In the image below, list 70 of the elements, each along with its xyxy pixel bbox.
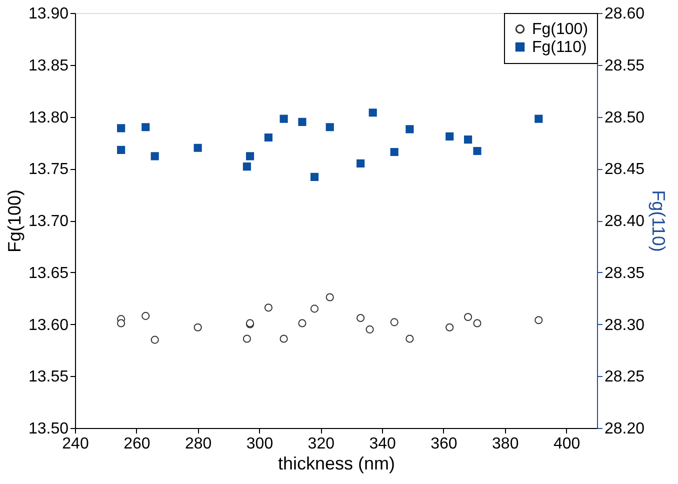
x-tick-label: 240 [62,436,89,452]
point [534,114,543,123]
legend-label: Fg(100) [532,21,588,38]
point [280,114,288,123]
point [464,136,472,144]
y2-tick-label: 28.35 [604,264,645,282]
point [406,334,414,343]
y2-tick-label: 28.45 [604,161,645,178]
point [390,148,398,156]
y2-tick-label: 28.20 [604,420,645,438]
point [368,108,377,117]
x-tick-label: 280 [184,436,212,452]
point [194,323,202,332]
point [464,312,472,322]
point [326,293,334,302]
point [356,159,365,168]
y-tick-label: 13.65 [28,264,69,282]
x-tick-label: 260 [124,436,150,452]
point [264,304,272,312]
point [150,152,159,160]
y-tick-label: 13.50 [28,420,69,438]
x-tick-label: 380 [492,436,519,452]
point [194,144,202,152]
point [406,125,414,134]
y-axis-title: Fg(100) [4,189,24,253]
legend-label: Fg(110) [532,39,587,56]
point [446,323,454,332]
y2-tick-label: 28.50 [604,109,645,126]
point [326,123,334,132]
point [310,304,319,313]
point [117,146,126,154]
y-tick-label: 13.80 [28,109,69,126]
y-tick-label: 13.55 [28,368,69,386]
x-tick-label: 360 [430,436,458,452]
point [310,172,319,181]
y2-axis-title: Fg(110) [648,190,669,252]
point [298,118,306,126]
point [473,146,482,156]
x-axis-title: thickness (nm) [278,454,396,474]
x-tick-label: 300 [246,436,274,452]
point [142,312,150,320]
point [264,133,272,142]
point [280,334,288,343]
y-tick-label: 13.70 [28,213,69,230]
x-tick-label: 340 [369,436,396,452]
point [150,336,159,344]
point [390,318,398,326]
y2-tick-label: 28.25 [604,368,645,386]
point [242,334,251,343]
y-tick-label: 13.90 [28,6,69,22]
point [117,319,126,328]
point [534,316,543,324]
y2-tick-label: 28.60 [604,6,645,22]
x-tick-label: 400 [553,436,580,452]
y-tick-label: 13.60 [28,316,69,334]
point [242,162,251,171]
point [446,132,454,140]
point [117,124,126,132]
y2-tick-label: 28.55 [604,57,645,74]
point [142,123,150,132]
y2-tick-label: 28.40 [604,213,645,230]
point [298,319,306,328]
y-tick-label: 13.85 [28,57,69,74]
y-tick-label: 13.75 [28,161,69,178]
x-tick-label: 320 [308,436,335,452]
point [246,152,254,160]
point [356,314,365,322]
point [473,319,482,328]
point [366,325,374,334]
y2-tick-label: 28.30 [604,316,645,334]
